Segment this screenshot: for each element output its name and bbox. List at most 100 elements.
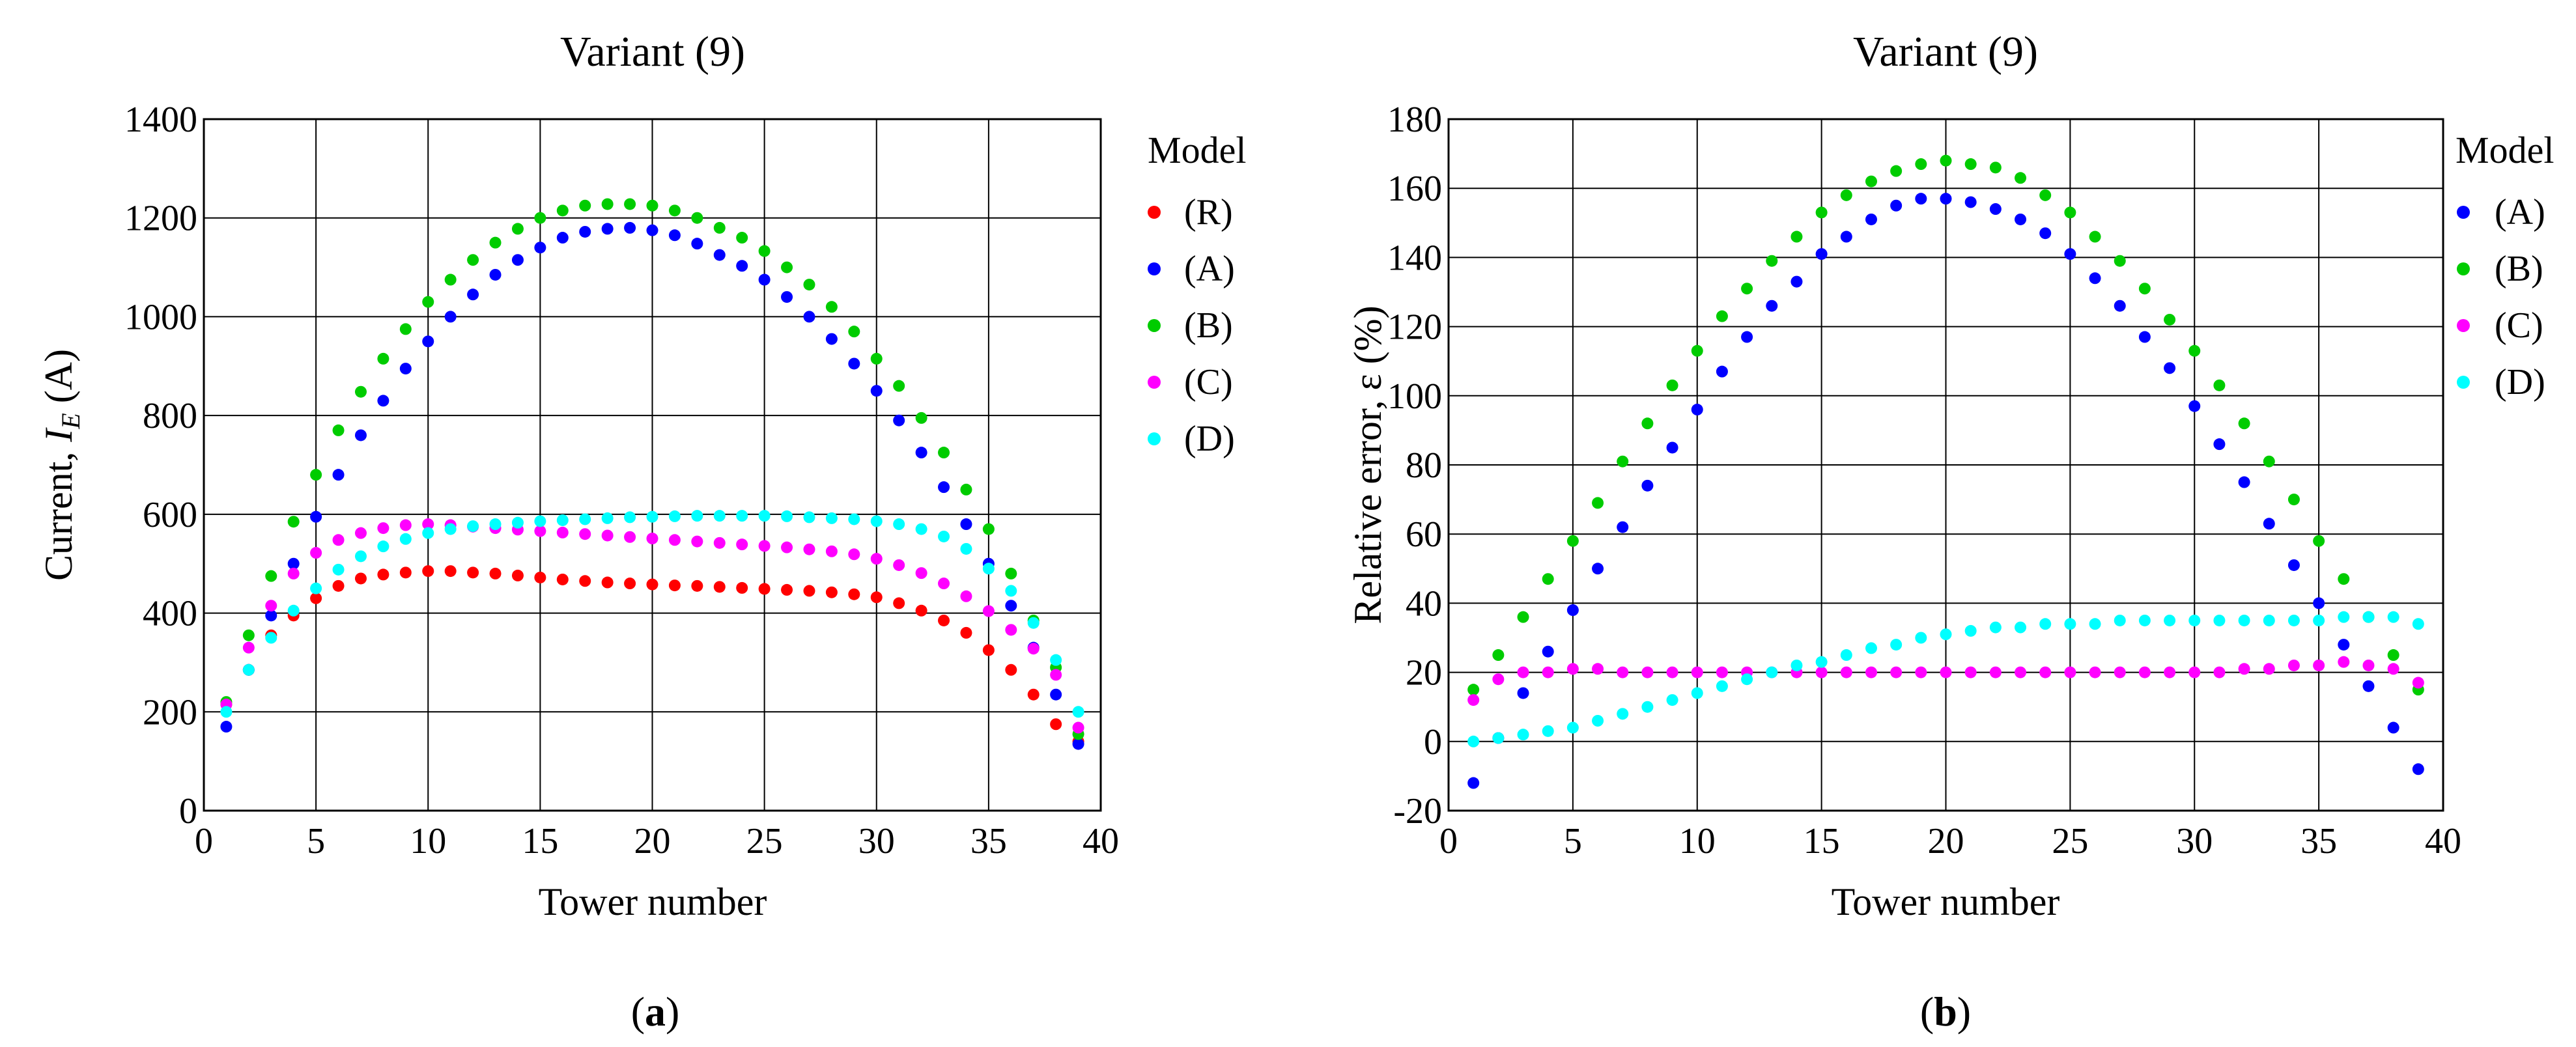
data-point xyxy=(1072,706,1084,718)
data-point xyxy=(1617,708,1629,720)
panel-label: (b) xyxy=(1920,988,1971,1035)
data-point xyxy=(736,538,748,551)
data-point xyxy=(1666,694,1678,706)
data-point xyxy=(825,301,838,313)
data-point xyxy=(1467,684,1480,696)
data-point xyxy=(444,273,457,286)
x-axis-label: Tower number xyxy=(539,880,767,923)
data-point xyxy=(2138,666,2151,678)
data-point xyxy=(1940,193,1952,205)
data-point xyxy=(332,534,345,546)
data-point xyxy=(2039,618,2052,630)
data-point xyxy=(2213,614,2226,626)
data-point xyxy=(938,447,950,459)
data-point xyxy=(1592,497,1604,509)
data-point xyxy=(2213,666,2226,678)
y-tick-label: 40 xyxy=(1406,583,1442,624)
data-point xyxy=(2238,417,2250,430)
data-point xyxy=(2213,379,2226,391)
data-point xyxy=(1890,165,1903,177)
legend: Model (R) (A) (B) (C) (D) xyxy=(1148,129,1246,459)
data-point xyxy=(2039,666,2052,678)
x-tick-label: 10 xyxy=(410,821,446,861)
data-point xyxy=(2039,189,2052,201)
data-point xyxy=(1865,175,1877,188)
legend-label: (R) xyxy=(1184,192,1233,232)
data-point xyxy=(2213,438,2226,451)
data-point xyxy=(870,553,883,565)
data-point xyxy=(332,579,345,592)
data-point xyxy=(1766,666,1778,678)
data-point xyxy=(2188,400,2201,412)
data-point xyxy=(2114,614,2126,626)
data-point xyxy=(310,582,322,594)
data-point xyxy=(1989,621,2002,634)
data-point xyxy=(556,514,569,526)
data-point xyxy=(982,523,995,535)
data-point xyxy=(915,523,927,535)
data-point xyxy=(444,523,457,535)
legend-entries: (R) (A) (B) (C) (D) xyxy=(1148,192,1235,459)
data-points xyxy=(220,198,1084,750)
x-tick-label: 5 xyxy=(307,821,325,861)
data-point xyxy=(1492,649,1505,662)
data-point xyxy=(489,518,502,531)
data-point xyxy=(1641,701,1654,713)
data-point xyxy=(422,335,434,348)
x-tick-label: 40 xyxy=(1083,821,1119,861)
data-point xyxy=(2089,666,2101,678)
legend-label: (A) xyxy=(2495,192,2545,232)
data-point xyxy=(781,510,793,522)
data-point xyxy=(1467,735,1480,747)
data-point xyxy=(1566,721,1579,734)
data-point xyxy=(601,198,614,210)
data-point xyxy=(534,212,546,224)
data-point xyxy=(758,510,771,522)
legend-marker xyxy=(1148,432,1161,445)
data-point xyxy=(668,579,681,592)
data-point xyxy=(1840,666,1852,678)
data-point xyxy=(579,225,591,238)
data-point xyxy=(803,311,815,323)
data-point xyxy=(1592,714,1604,727)
x-tick-label: 40 xyxy=(2425,821,2461,861)
data-point xyxy=(310,547,322,559)
data-point xyxy=(1940,154,1952,167)
data-point xyxy=(2114,255,2126,267)
data-point xyxy=(2238,663,2250,675)
data-point xyxy=(467,254,479,266)
data-point xyxy=(2313,659,2325,671)
data-point xyxy=(1840,189,1852,201)
y-axis-label-suffix: (A) xyxy=(37,349,80,413)
data-point xyxy=(960,542,972,555)
data-point xyxy=(2287,614,2300,626)
data-point xyxy=(1865,666,1877,678)
data-point xyxy=(1915,632,1927,644)
data-point xyxy=(2164,313,2176,326)
data-point xyxy=(2412,677,2424,689)
data-point xyxy=(624,221,636,234)
plot-frame xyxy=(203,118,1102,812)
data-point xyxy=(1766,300,1778,312)
data-point xyxy=(1050,688,1062,701)
data-point xyxy=(624,531,636,543)
data-point xyxy=(2238,614,2250,626)
chart-title: Variant (9) xyxy=(560,28,745,76)
y-tick-labels: -20 0 20 40 60 80 100 120 140 160 180 xyxy=(1387,100,1442,831)
data-point xyxy=(242,629,255,641)
data-point xyxy=(2015,621,2027,634)
y-tick-label: 160 xyxy=(1387,169,1442,209)
data-point xyxy=(781,291,793,303)
data-point xyxy=(691,238,703,250)
data-point xyxy=(848,357,860,370)
data-point xyxy=(938,578,950,590)
data-point xyxy=(601,512,614,524)
data-point xyxy=(781,583,793,596)
data-point xyxy=(287,516,300,528)
data-point xyxy=(2287,659,2300,671)
data-point xyxy=(332,469,345,481)
data-point xyxy=(982,644,995,656)
data-point xyxy=(1815,206,1828,219)
data-point xyxy=(377,568,389,581)
